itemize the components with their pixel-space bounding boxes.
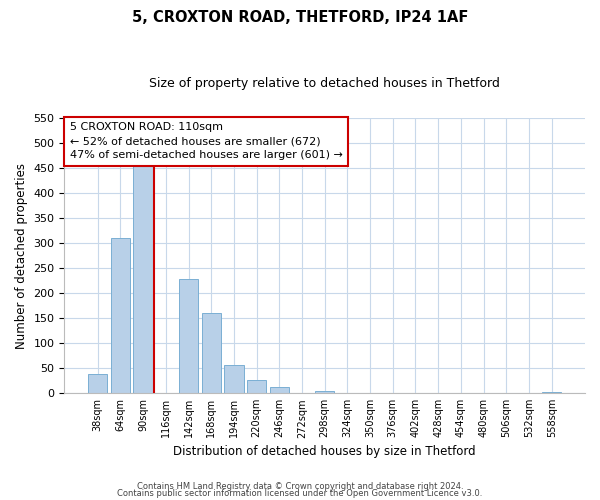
Bar <box>269 386 289 393</box>
X-axis label: Distribution of detached houses by size in Thetford: Distribution of detached houses by size … <box>173 444 476 458</box>
Bar <box>542 392 562 393</box>
Bar <box>88 374 107 393</box>
Bar <box>133 164 153 393</box>
Y-axis label: Number of detached properties: Number of detached properties <box>15 162 28 348</box>
Bar <box>224 364 244 393</box>
Text: 5 CROXTON ROAD: 110sqm
← 52% of detached houses are smaller (672)
47% of semi-de: 5 CROXTON ROAD: 110sqm ← 52% of detached… <box>70 122 343 160</box>
Text: Contains HM Land Registry data © Crown copyright and database right 2024.: Contains HM Land Registry data © Crown c… <box>137 482 463 491</box>
Bar <box>179 279 198 393</box>
Bar <box>247 380 266 393</box>
Bar <box>202 313 221 393</box>
Title: Size of property relative to detached houses in Thetford: Size of property relative to detached ho… <box>149 78 500 90</box>
Bar <box>111 238 130 393</box>
Bar <box>315 390 334 393</box>
Text: Contains public sector information licensed under the Open Government Licence v3: Contains public sector information licen… <box>118 490 482 498</box>
Text: 5, CROXTON ROAD, THETFORD, IP24 1AF: 5, CROXTON ROAD, THETFORD, IP24 1AF <box>132 10 468 25</box>
